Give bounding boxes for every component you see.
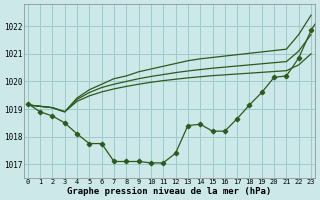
X-axis label: Graphe pression niveau de la mer (hPa): Graphe pression niveau de la mer (hPa) — [67, 187, 272, 196]
